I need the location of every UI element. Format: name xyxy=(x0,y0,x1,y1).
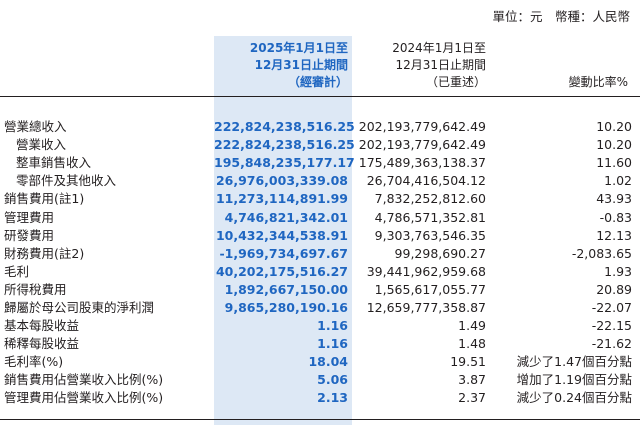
previous-period-value: 202,193,779,642.49 xyxy=(358,137,486,153)
change-ratio-value: 1.02 xyxy=(604,173,632,189)
current-period-value: 4,746,821,342.01 xyxy=(224,209,348,225)
table-row: 毛利率(%) 18.04 19.51 減少了1.47個百分點 xyxy=(0,353,640,371)
current-period-value: 222,824,238,516.25 xyxy=(214,119,355,135)
current-period-header-line: 12月31日止期間 xyxy=(254,58,348,72)
change-ratio-value: 11.60 xyxy=(596,155,632,171)
row-label: 銷售費用佔營業收入比例(%) xyxy=(4,372,164,388)
current-period-value: 18.04 xyxy=(308,354,348,370)
row-label: 稀釋每股收益 xyxy=(4,336,80,352)
table-row: 稀釋每股收益 1.16 1.48 -21.62 xyxy=(0,335,640,353)
row-label: 管理費用 xyxy=(4,209,55,225)
table-row: 整車銷售收入 195,848,235,177.17 175,489,363,138.… xyxy=(0,154,640,172)
current-period-value: 11,273,114,891.99 xyxy=(215,191,348,207)
previous-period-value: 7,832,252,812.60 xyxy=(374,191,486,207)
previous-period-value: 39,441,962,959.68 xyxy=(366,263,486,279)
current-period-value: 26,976,003,339.08 xyxy=(215,173,348,189)
previous-period-header: 2024年1月1日至 12月31日止期間 （已重述） xyxy=(352,40,490,91)
table-bottom-rule xyxy=(0,419,640,420)
current-period-highlight xyxy=(214,36,352,425)
change-ratio-value: 增加了1.19個百分點 xyxy=(516,372,632,388)
header-divider xyxy=(0,96,640,97)
previous-period-value: 26,704,416,504.12 xyxy=(366,173,486,189)
previous-period-header-line: 12月31日止期間 xyxy=(395,58,486,72)
current-period-value: 1.16 xyxy=(317,318,348,334)
change-ratio-value: -21.62 xyxy=(591,336,632,352)
current-period-header-line: （經審計） xyxy=(287,75,348,89)
change-ratio-value: 1.93 xyxy=(604,263,632,279)
table-row: 歸屬於母公司股東的淨利潤 9,865,280,190.16 12,659,777,3… xyxy=(0,299,640,317)
row-label: 整車銷售收入 xyxy=(16,155,92,171)
previous-period-value: 175,489,363,138.37 xyxy=(358,155,486,171)
previous-period-value: 3.87 xyxy=(458,372,486,388)
row-label: 營業收入 xyxy=(16,137,67,153)
previous-period-value: 99,298,690.27 xyxy=(394,245,486,261)
current-period-value: 195,848,235,177.17 xyxy=(214,155,355,171)
table-row: 研發費用 10,432,344,538.91 9,303,763,546.35 12.… xyxy=(0,227,640,245)
current-period-value: 9,865,280,190.16 xyxy=(224,299,348,315)
previous-period-header-line: 2024年1月1日至 xyxy=(392,41,486,55)
row-label: 零部件及其他收入 xyxy=(16,173,117,189)
table-row: 毛利 40,202,175,516.27 39,441,962,959.68 1.93 xyxy=(0,263,640,281)
current-period-value: 5.06 xyxy=(317,372,348,388)
table-row: 營業收入 222,824,238,516.25 202,193,779,642.49… xyxy=(0,136,640,154)
change-ratio-value: 10.20 xyxy=(596,119,632,135)
unit-currency-note: 單位：元 幣種：人民幣 xyxy=(492,9,630,24)
table-row: 管理費用 4,746,821,342.01 4,786,571,352.81 -0.8… xyxy=(0,208,640,226)
previous-period-value: 202,193,779,642.49 xyxy=(358,119,486,135)
change-ratio-value: -22.15 xyxy=(591,318,632,334)
current-period-value: 1.16 xyxy=(317,336,348,352)
previous-period-value: 1,565,617,055.77 xyxy=(374,281,486,297)
row-label: 研發費用 xyxy=(4,227,55,243)
change-ratio-header-label: 變動比率% xyxy=(568,75,628,89)
table-body: 營業總收入 222,824,238,516.25 202,193,779,642.4… xyxy=(0,118,640,408)
current-period-header: 2025年1月1日至 12月31日止期間 （經審計） xyxy=(214,40,352,91)
previous-period-value: 9,303,763,546.35 xyxy=(374,227,486,243)
change-ratio-header: 變動比率% xyxy=(490,74,636,91)
table-row: 銷售費用(註1) 11,273,114,891.99 7,832,252,812.6… xyxy=(0,190,640,208)
row-label: 所得稅費用 xyxy=(4,281,67,297)
previous-period-value: 1.49 xyxy=(458,318,486,334)
row-label: 財務費用(註2) xyxy=(4,245,85,261)
table-row: 所得稅費用 1,892,667,150.00 1,565,617,055.77 20.… xyxy=(0,281,640,299)
financial-summary-table: 營業總收入 222,824,238,516.25 202,193,779,642.4… xyxy=(0,118,640,408)
previous-period-value: 19.51 xyxy=(450,354,486,370)
previous-period-value: 12,659,777,358.87 xyxy=(366,299,486,315)
table-row: 零部件及其他收入 26,976,003,339.08 26,704,416,504.… xyxy=(0,172,640,190)
table-row: 營業總收入 222,824,238,516.25 202,193,779,642.4… xyxy=(0,118,640,136)
change-ratio-value: 減少了0.24個百分點 xyxy=(516,390,632,406)
change-ratio-value: 20.89 xyxy=(596,281,632,297)
current-period-value: 2.13 xyxy=(317,390,348,406)
change-ratio-value: 43.93 xyxy=(596,191,632,207)
row-label: 管理費用佔營業收入比例(%) xyxy=(4,390,164,406)
row-label: 營業總收入 xyxy=(4,119,67,135)
table-row: 銷售費用佔營業收入比例(%) 5.06 3.87 增加了1.19個百分點 xyxy=(0,371,640,389)
current-period-value: 40,202,175,516.27 xyxy=(215,263,348,279)
current-period-header-line: 2025年1月1日至 xyxy=(249,41,348,55)
change-ratio-value: 12.13 xyxy=(596,227,632,243)
current-period-value: 222,824,238,516.25 xyxy=(214,137,355,153)
table-row: 財務費用(註2) -1,969,734,697.67 99,298,690.27 -2… xyxy=(0,245,640,263)
current-period-value: 10,432,344,538.91 xyxy=(215,227,348,243)
row-label: 毛利 xyxy=(4,263,30,279)
previous-period-value: 1.48 xyxy=(458,336,486,352)
current-period-value: 1,892,667,150.00 xyxy=(224,281,348,297)
previous-period-value: 2.37 xyxy=(458,390,486,406)
previous-period-value: 4,786,571,352.81 xyxy=(374,209,486,225)
change-ratio-value: -0.83 xyxy=(599,209,632,225)
change-ratio-value: 減少了1.47個百分點 xyxy=(516,354,632,370)
table-row: 管理費用佔營業收入比例(%) 2.13 2.37 減少了0.24個百分點 xyxy=(0,389,640,407)
row-label: 毛利率(%) xyxy=(4,354,64,370)
previous-period-header-line: （已重述） xyxy=(425,75,486,89)
row-label: 基本每股收益 xyxy=(4,318,80,334)
row-label: 歸屬於母公司股東的淨利潤 xyxy=(4,299,155,315)
row-label: 銷售費用(註1) xyxy=(4,191,85,207)
change-ratio-value: 10.20 xyxy=(596,137,632,153)
table-row: 基本每股收益 1.16 1.49 -22.15 xyxy=(0,317,640,335)
change-ratio-value: -22.07 xyxy=(591,299,632,315)
current-period-value: -1,969,734,697.67 xyxy=(219,245,348,261)
change-ratio-value: -2,083.65 xyxy=(571,245,632,261)
